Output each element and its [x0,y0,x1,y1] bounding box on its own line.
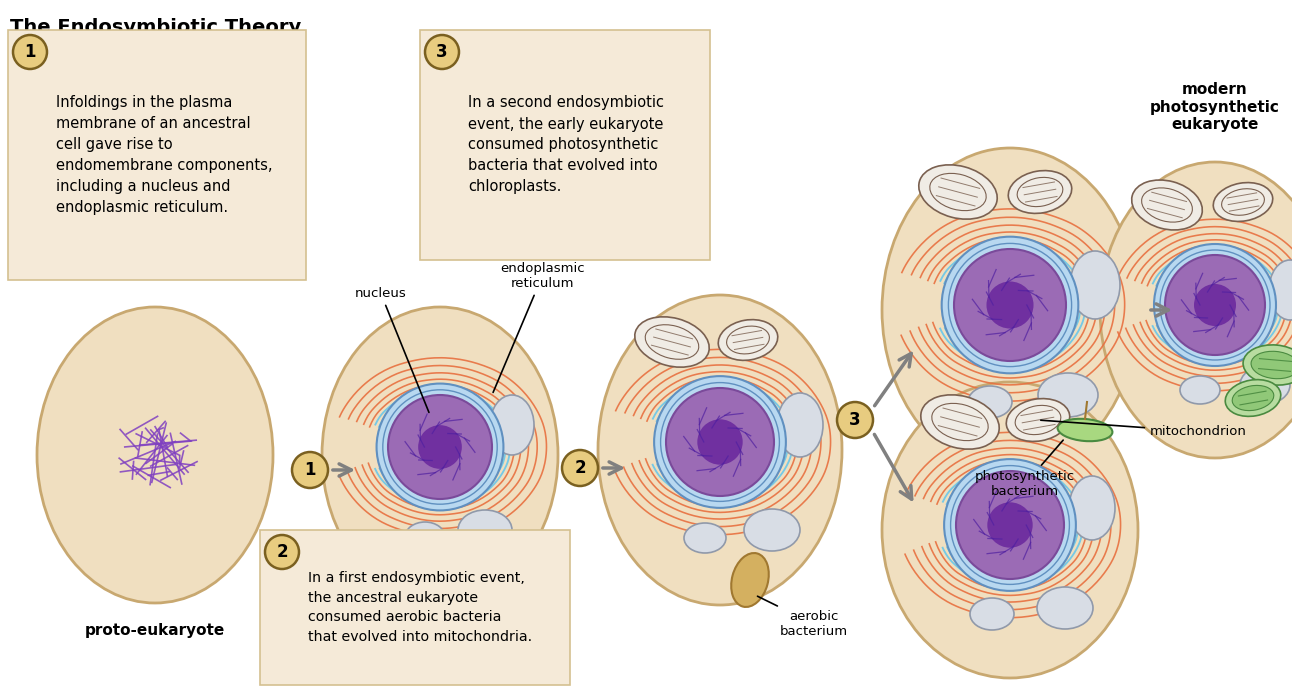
Circle shape [837,402,873,438]
Ellipse shape [683,523,726,553]
Circle shape [292,452,328,488]
Ellipse shape [1068,476,1115,540]
Ellipse shape [457,510,512,550]
Ellipse shape [1233,386,1274,411]
Ellipse shape [388,395,492,499]
Ellipse shape [953,249,1066,361]
Ellipse shape [951,466,1070,585]
Ellipse shape [1132,180,1203,230]
Text: photosynthetic
bacterium: photosynthetic bacterium [975,440,1075,498]
Ellipse shape [1154,244,1276,366]
FancyBboxPatch shape [420,30,711,260]
Ellipse shape [970,598,1014,630]
Ellipse shape [490,395,534,455]
Text: proto-eukaryote: proto-eukaryote [85,623,225,638]
Ellipse shape [921,395,999,449]
Ellipse shape [987,503,1032,548]
Ellipse shape [1037,587,1093,629]
Ellipse shape [968,386,1012,418]
Text: In a second endosymbiotic
event, the early eukaryote
consumed photosynthetic
bac: In a second endosymbiotic event, the ear… [468,95,664,194]
Ellipse shape [1070,251,1120,319]
Ellipse shape [731,553,769,607]
Ellipse shape [882,382,1138,678]
Ellipse shape [944,459,1076,591]
Ellipse shape [698,419,743,465]
Circle shape [265,535,298,569]
Ellipse shape [1099,162,1292,458]
Ellipse shape [1194,284,1236,326]
Text: endoplasmic
reticulum: endoplasmic reticulum [494,262,584,393]
Ellipse shape [1240,366,1289,404]
Text: 2: 2 [574,459,585,477]
Ellipse shape [718,319,778,361]
Ellipse shape [919,165,997,219]
Circle shape [562,450,598,486]
Ellipse shape [419,425,461,469]
Ellipse shape [37,307,273,603]
Ellipse shape [744,509,800,551]
Ellipse shape [322,307,558,603]
Text: 3: 3 [849,411,860,429]
Ellipse shape [634,317,709,367]
Text: The Endosymbiotic Theory: The Endosymbiotic Theory [10,18,301,37]
Text: 1: 1 [25,43,36,61]
Ellipse shape [956,471,1065,579]
Text: modern
photosynthetic
eukaryote: modern photosynthetic eukaryote [1150,82,1280,132]
Ellipse shape [1058,419,1112,441]
Ellipse shape [376,383,504,510]
Ellipse shape [665,388,774,496]
Circle shape [13,35,47,69]
Ellipse shape [404,522,444,552]
Ellipse shape [1165,255,1265,355]
Ellipse shape [1213,182,1273,221]
FancyBboxPatch shape [260,530,570,685]
Ellipse shape [776,393,823,457]
Ellipse shape [1160,250,1270,360]
Ellipse shape [948,244,1071,367]
Text: Infoldings in the plasma
membrane of an ancestral
cell gave rise to
endomembrane: Infoldings in the plasma membrane of an … [56,95,273,215]
Text: 1: 1 [304,461,315,479]
Text: 2: 2 [276,543,288,561]
Ellipse shape [1243,345,1292,385]
Ellipse shape [660,383,779,501]
Text: nucleus: nucleus [355,287,429,413]
Ellipse shape [1008,171,1072,214]
Ellipse shape [942,237,1079,373]
Ellipse shape [882,148,1138,472]
Text: 3: 3 [437,43,448,61]
Ellipse shape [1225,379,1280,416]
Ellipse shape [1251,351,1292,379]
Ellipse shape [1037,373,1098,417]
Text: aerobic
bacterium: aerobic bacterium [757,596,848,638]
Ellipse shape [1180,376,1220,404]
Ellipse shape [987,281,1034,329]
Text: In a first endosymbiotic event,
the ancestral eukaryote
consumed aerobic bacteri: In a first endosymbiotic event, the ance… [307,571,532,644]
Ellipse shape [598,295,842,605]
Ellipse shape [382,390,497,504]
Text: mitochondrion: mitochondrion [1041,420,1247,438]
FancyBboxPatch shape [8,30,306,280]
Ellipse shape [1269,260,1292,320]
Ellipse shape [654,376,786,508]
Ellipse shape [1006,399,1070,441]
Circle shape [425,35,459,69]
